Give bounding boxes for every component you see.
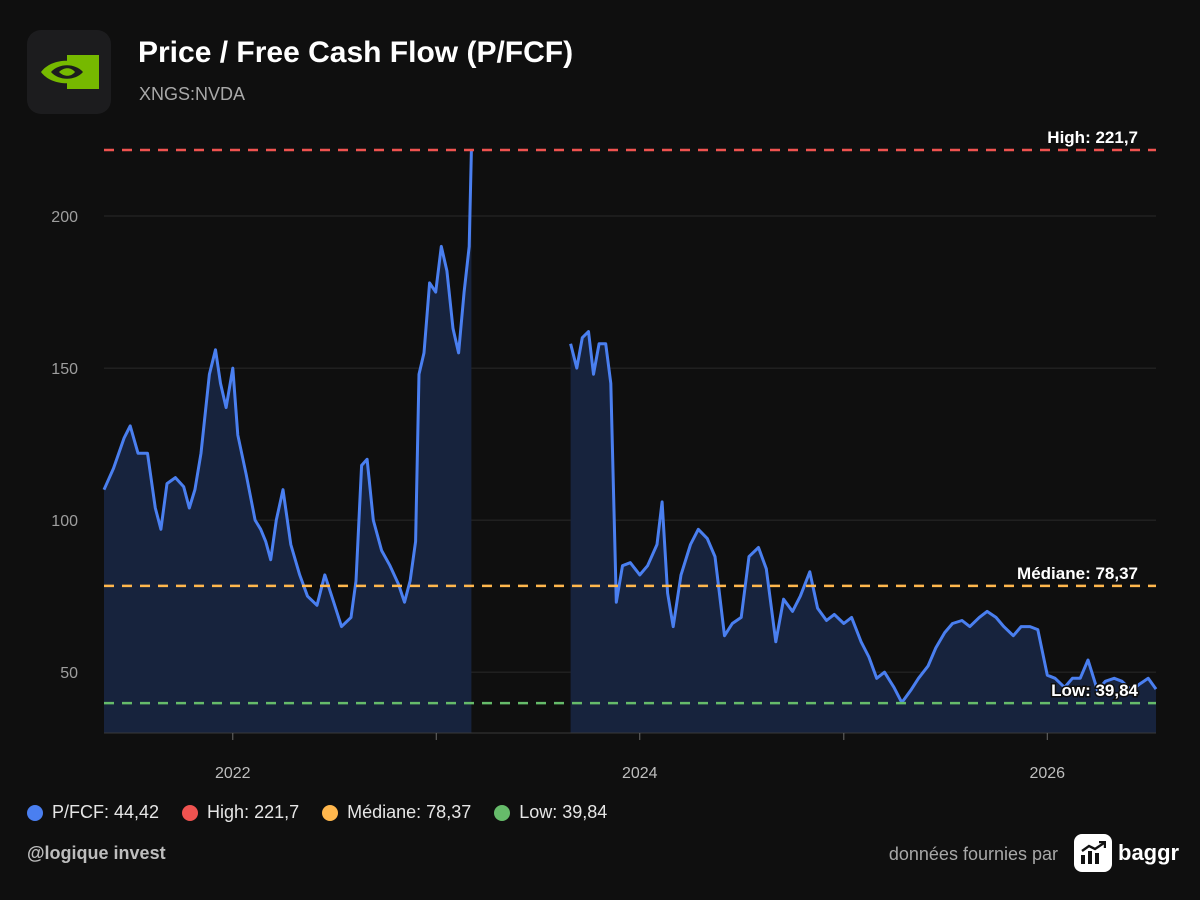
- legend-item: Médiane: 78,37: [322, 802, 471, 823]
- legend-item: High: 221,7: [182, 802, 299, 823]
- company-logo: [27, 30, 111, 114]
- legend-label: Médiane: 78,37: [347, 802, 472, 822]
- legend-swatch: [322, 804, 339, 821]
- reference-label: High: 221,7: [1047, 128, 1138, 147]
- series-area: [104, 150, 472, 733]
- legend-item: P/FCF: 44,42: [27, 802, 159, 823]
- legend-label: P/FCF: 44,42: [52, 802, 160, 822]
- nvidia-eye-icon: [41, 55, 99, 89]
- y-tick-label: 200: [51, 209, 78, 226]
- baggr-logo: [1074, 834, 1112, 872]
- legend-label: High: 221,7: [207, 802, 300, 822]
- legend-swatch: [494, 804, 511, 821]
- legend-swatch: [27, 804, 43, 821]
- data-credit: données fournies par: [888, 844, 1058, 864]
- page-title: Price / Free Cash Flow (P/FCF): [138, 36, 574, 69]
- ticker-subtitle: XNGS:NVDA: [139, 84, 246, 104]
- legend-label: Low: 39,84: [519, 802, 608, 822]
- legend-swatch: [182, 804, 199, 821]
- x-tick-label: 2022: [215, 765, 251, 782]
- series-line: [569, 330, 1158, 705]
- series-line: [102, 149, 473, 629]
- bar-chart-icon: [1081, 841, 1106, 864]
- brand-name: baggr: [1118, 840, 1180, 865]
- x-tick-label: 2024: [622, 765, 658, 782]
- legend-item: Low: 39,84: [494, 802, 607, 823]
- author-handle: @logique invest: [27, 843, 166, 863]
- reference-label: Médiane: 78,37: [1017, 564, 1138, 583]
- y-tick-label: 150: [51, 361, 78, 378]
- x-tick-label: 2026: [1029, 765, 1065, 782]
- y-tick-label: 50: [60, 665, 78, 682]
- chart-legend: P/FCF: 44,42 High: 221,7 Médiane: 78,37 Low…: [27, 802, 630, 823]
- y-tick-label: 100: [51, 513, 78, 530]
- reference-label: Low: 39,84: [1051, 681, 1138, 700]
